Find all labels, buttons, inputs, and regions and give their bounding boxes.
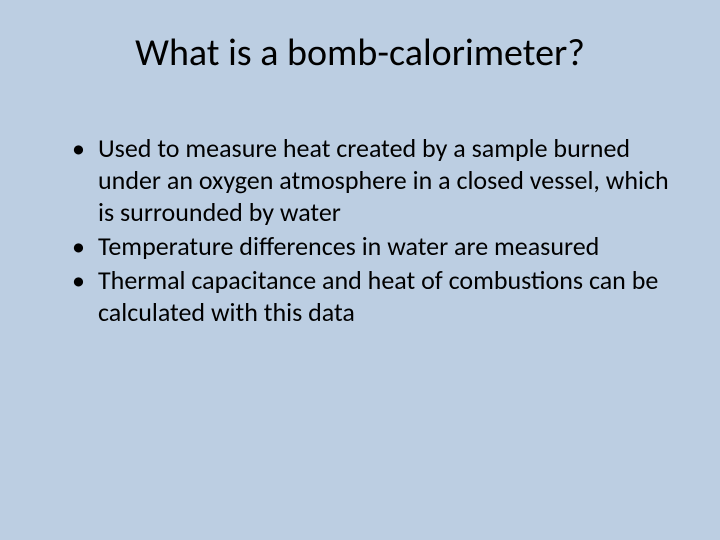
bullet-text: Thermal capacitance and heat of combusti… xyxy=(98,264,658,328)
slide-title: What is a bomb-calorimeter? xyxy=(48,30,672,76)
slide: What is a bomb-calorimeter? Used to meas… xyxy=(0,0,720,540)
list-item: Used to measure heat created by a sample… xyxy=(72,132,672,228)
list-item: Temperature differences in water are mea… xyxy=(72,230,672,262)
bullet-text: Temperature differences in water are mea… xyxy=(98,230,599,262)
bullet-list: Used to measure heat created by a sample… xyxy=(48,132,672,328)
list-item: Thermal capacitance and heat of combusti… xyxy=(72,264,672,328)
bullet-text: Used to measure heat created by a sample… xyxy=(98,132,669,228)
